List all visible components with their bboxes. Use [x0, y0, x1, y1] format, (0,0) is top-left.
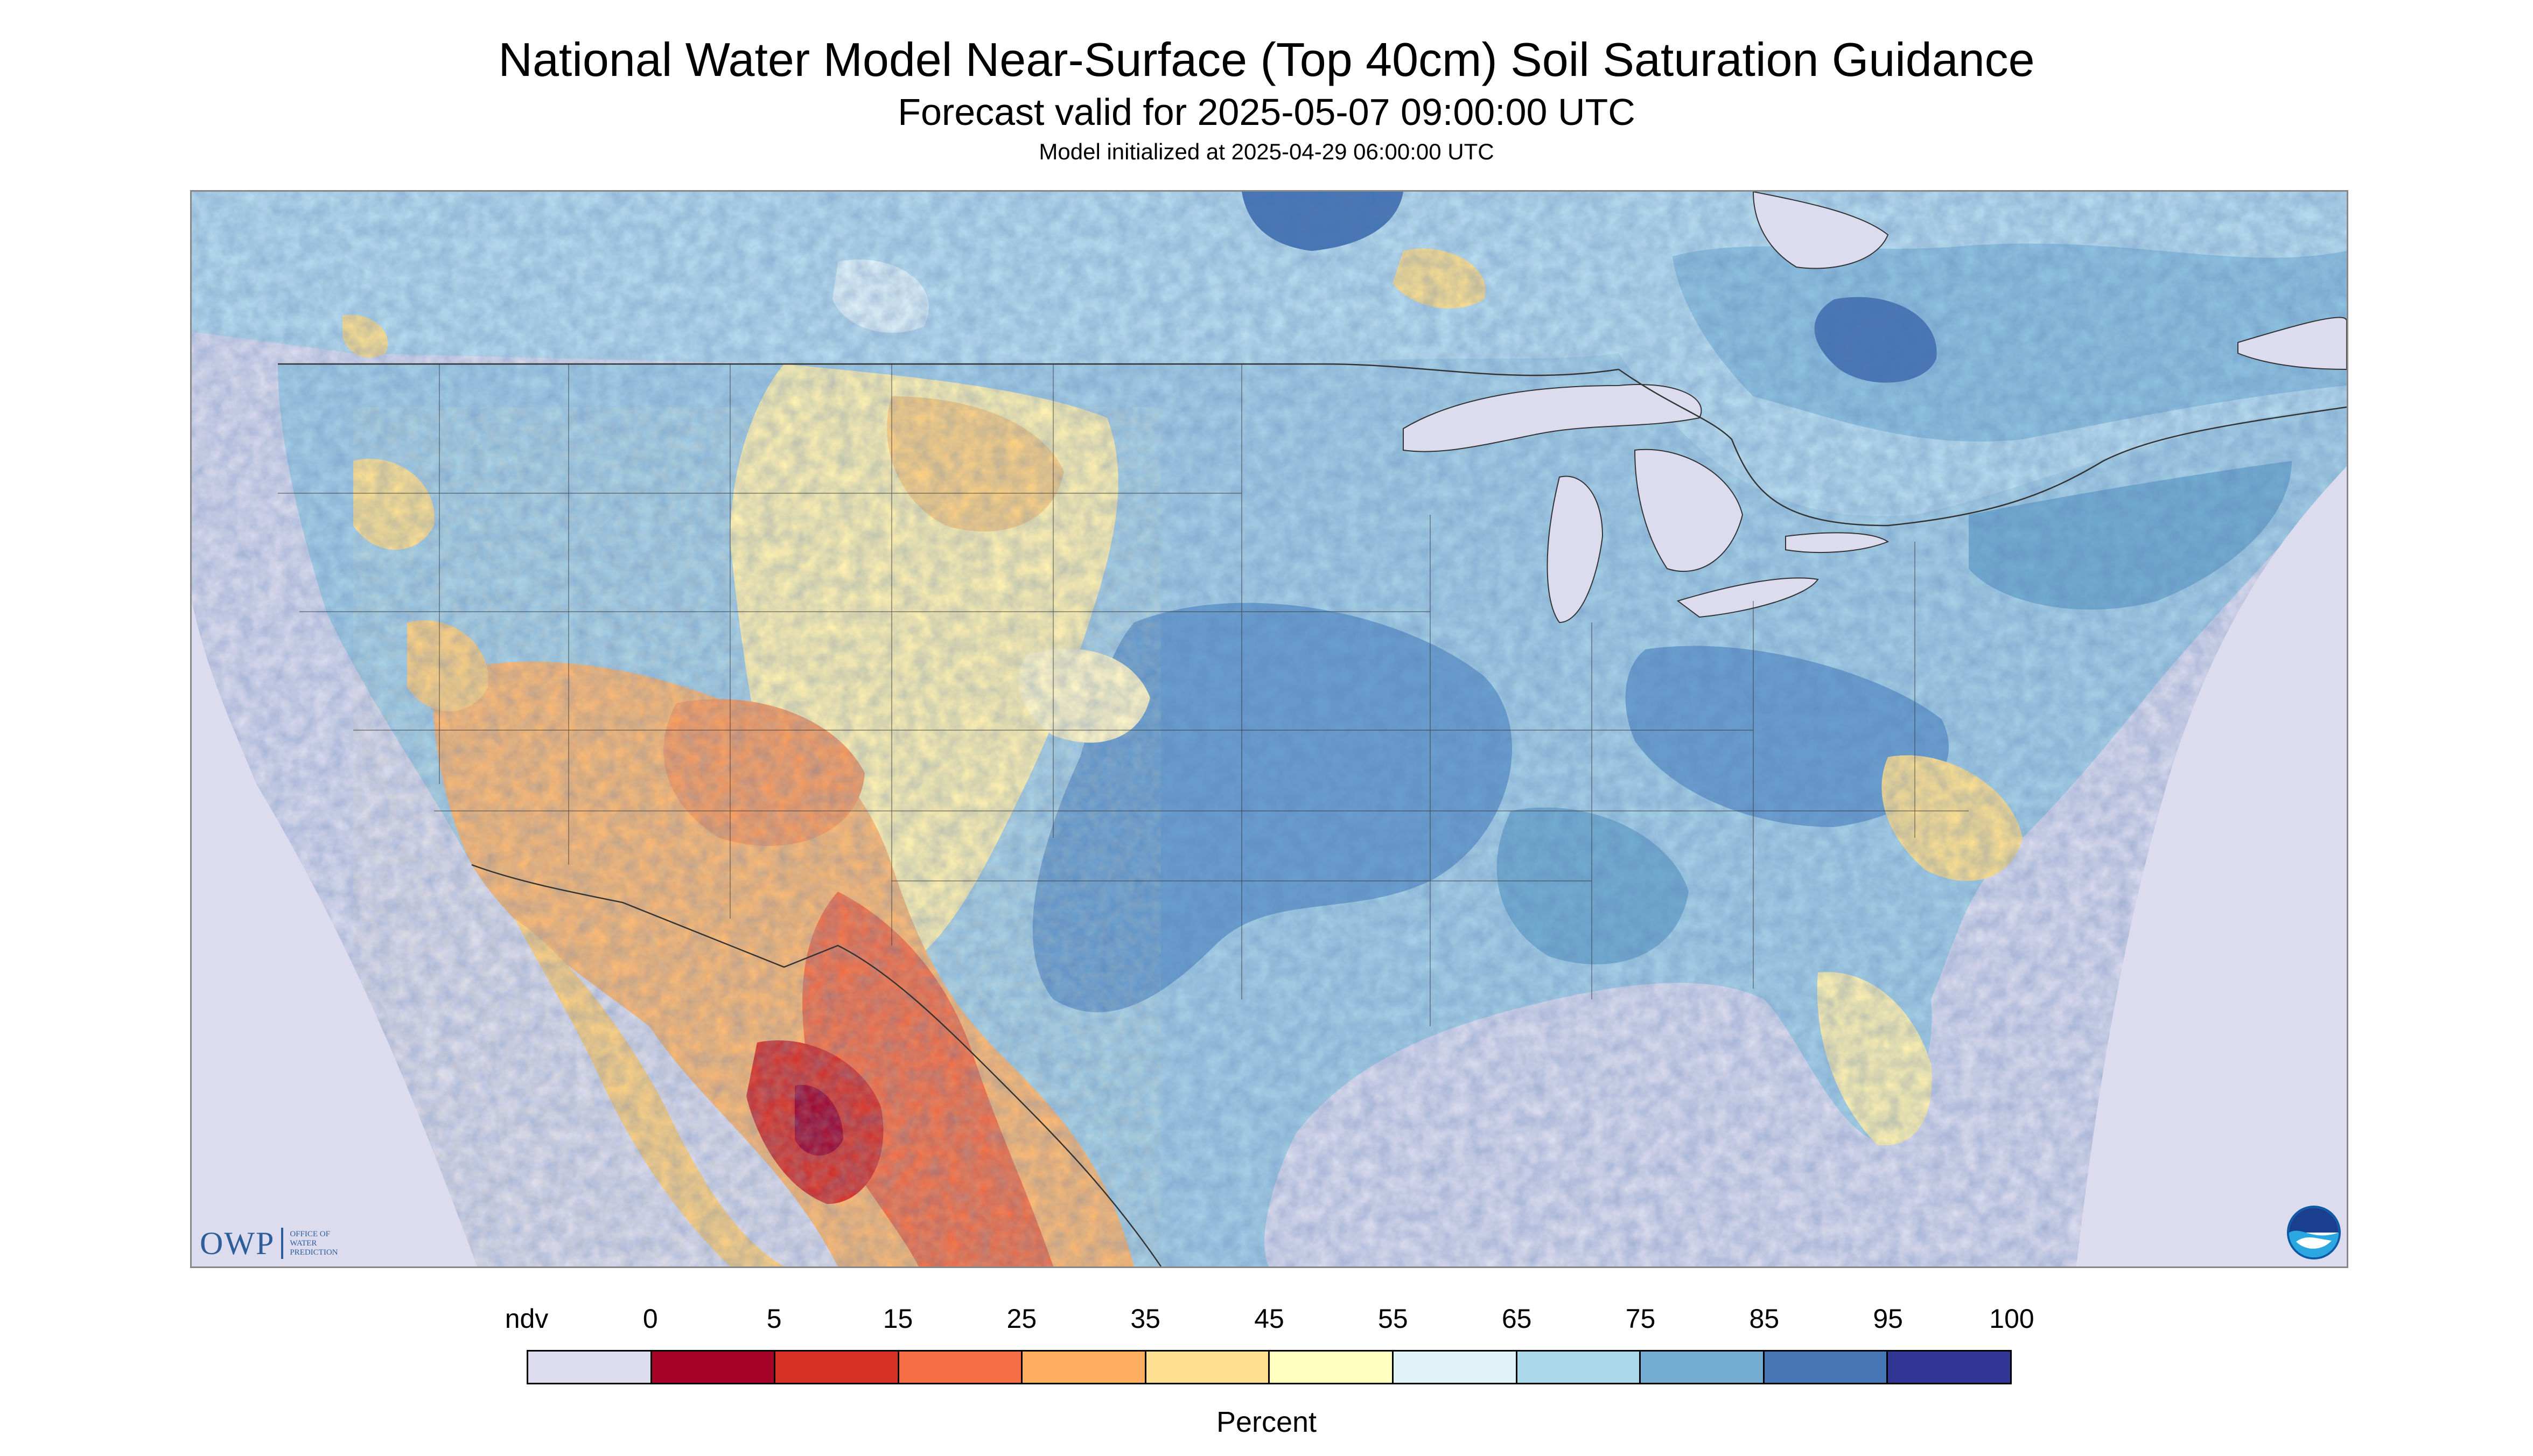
legend-tick-label: 35 — [1130, 1304, 1160, 1334]
legend-tick-label: 85 — [1749, 1304, 1780, 1334]
legend-tick-label: 25 — [1006, 1304, 1037, 1334]
legend-swatch — [1888, 1352, 2010, 1383]
legend-swatch — [1023, 1352, 1146, 1383]
forecast-valid-line: Forecast valid for 2025-05-07 09:00:00 U… — [898, 91, 1635, 133]
lake-michigan — [1547, 475, 1604, 624]
legend-units: Percent — [1216, 1406, 1317, 1438]
legend-swatch — [1764, 1352, 1888, 1383]
legend-tick-label: 65 — [1501, 1304, 1532, 1334]
legend-colorbar — [527, 1350, 2012, 1384]
lake-erie — [1676, 577, 1819, 618]
soil-saturation-map[interactable]: OWP OFFICE OF WATER PREDICTION — [190, 190, 2348, 1268]
map-svg — [192, 192, 2347, 1266]
page-title: National Water Model Near-Surface (Top 4… — [498, 33, 2035, 86]
legend-swatch — [652, 1352, 776, 1383]
legend-tick-label: 55 — [1378, 1304, 1408, 1334]
legend-labels: ndv 0 5 15 25 35 45 55 65 75 85 95 100 — [0, 1303, 2533, 1341]
lake-ontario — [1785, 532, 1890, 553]
legend-swatch — [1394, 1352, 1517, 1383]
legend-tick-label: 5 — [766, 1304, 782, 1334]
owp-separator — [281, 1228, 284, 1259]
legend-swatch — [1641, 1352, 1765, 1383]
legend-tick-label: 0 — [642, 1304, 658, 1334]
legend-swatch — [1517, 1352, 1641, 1383]
legend-tick-label: 45 — [1254, 1304, 1284, 1334]
legend-swatch — [775, 1352, 899, 1383]
legend-tick-label: 15 — [883, 1304, 913, 1334]
lake-huron — [1634, 449, 1744, 572]
legend-swatch — [899, 1352, 1023, 1383]
model-init-line: Model initialized at 2025-04-29 06:00:00… — [1039, 139, 1494, 164]
legend-tick-label: 95 — [1873, 1304, 1903, 1334]
owp-subtext: OFFICE OF WATER PREDICTION — [290, 1229, 338, 1257]
legend-swatch — [1146, 1352, 1270, 1383]
legend-tick-label: 75 — [1625, 1304, 1656, 1334]
state-borders — [278, 364, 1969, 1026]
owp-logo: OWP OFFICE OF WATER PREDICTION — [200, 1224, 338, 1262]
legend-tick-label: ndv — [505, 1304, 549, 1334]
legend-swatch — [1270, 1352, 1394, 1383]
legend-swatch — [528, 1352, 652, 1383]
legend-tick-label: 100 — [1989, 1304, 2034, 1334]
owp-mark: OWP — [200, 1225, 275, 1261]
country-borders — [278, 363, 2347, 1266]
noaa-logo — [2287, 1206, 2341, 1259]
gulf-of-st-lawrence — [2237, 317, 2347, 370]
hudson-bay — [1752, 192, 1889, 269]
